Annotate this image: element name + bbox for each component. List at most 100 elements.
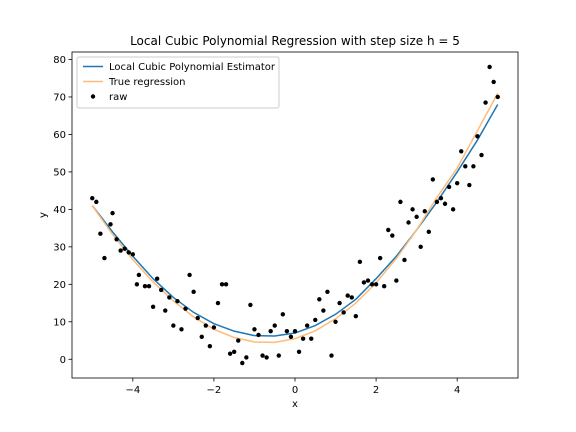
legend-label: raw [109, 92, 127, 103]
raw-point [463, 164, 468, 169]
raw-point [136, 272, 142, 278]
raw-point [252, 327, 257, 332]
raw-point [491, 79, 496, 85]
raw-point [317, 297, 322, 302]
x-axis-ticks: −4 −2 0 2 4 [125, 378, 460, 396]
raw-point [353, 313, 359, 319]
raw-point [479, 152, 484, 158]
raw-point [110, 210, 115, 216]
chart-title: Local Cubic Polynomial Regression with s… [130, 34, 460, 48]
raw-point [402, 257, 407, 263]
raw-point [187, 272, 192, 278]
raw-point [442, 201, 448, 206]
y-tick-label: 80 [53, 55, 66, 66]
raw-point [459, 149, 464, 154]
raw-point [296, 349, 302, 354]
x-tick-label: 2 [373, 385, 379, 396]
y-tick-label: 0 [60, 355, 66, 366]
raw-point [179, 327, 184, 332]
raw-point [414, 214, 419, 220]
raw-point [126, 250, 131, 255]
x-tick-label: 0 [292, 385, 298, 396]
raw-point [159, 287, 164, 293]
raw-point [438, 195, 444, 201]
raw-point [98, 231, 103, 236]
raw-point [467, 182, 472, 188]
raw-point [122, 246, 127, 251]
y-tick-label: 20 [53, 280, 66, 291]
raw-point [256, 332, 261, 338]
y-axis-label: y [38, 212, 49, 218]
raw-point [163, 308, 168, 313]
raw-point [309, 336, 314, 341]
raw-point [207, 343, 213, 349]
raw-point [211, 325, 217, 330]
raw-point [446, 184, 452, 190]
raw-point [134, 282, 140, 287]
raw-point [175, 298, 180, 304]
raw-point [471, 164, 476, 169]
raw-point [382, 283, 387, 289]
raw-point [244, 355, 249, 360]
raw-point [227, 351, 233, 356]
raw-point [450, 207, 456, 212]
legend-swatch-marker [90, 94, 96, 99]
raw-point [321, 308, 326, 313]
raw-point [195, 315, 200, 321]
raw-point [231, 349, 237, 354]
raw-point [167, 295, 172, 300]
y-axis-ticks: 0 10 20 30 40 50 60 70 80 [53, 55, 72, 366]
legend-label: Local Cubic Polynomial Estimator [109, 62, 276, 73]
raw-point [377, 255, 383, 261]
raw-point [219, 282, 225, 287]
raw-point [150, 304, 156, 310]
raw-point [94, 199, 99, 205]
raw-point [487, 64, 492, 70]
raw-point [304, 323, 310, 328]
legend-label: True regression [108, 77, 186, 88]
x-tick-label: −2 [207, 385, 222, 396]
raw-point [394, 278, 399, 283]
raw-point [260, 353, 265, 358]
raw-point [349, 295, 354, 300]
raw-point [276, 353, 281, 358]
y-tick-label: 70 [53, 92, 66, 103]
y-tick-label: 10 [53, 317, 66, 328]
raw-point [280, 312, 286, 317]
raw-point [236, 338, 241, 343]
y-tick-label: 60 [53, 130, 66, 141]
raw-point [341, 310, 346, 315]
raw-point [475, 134, 480, 139]
raw-point [90, 195, 95, 201]
raw-point [430, 177, 436, 182]
raw-point [329, 353, 334, 358]
raw-point [313, 317, 318, 323]
raw-point [292, 328, 298, 334]
y-tick-label: 30 [53, 242, 66, 253]
y-tick-label: 40 [53, 205, 66, 216]
raw-point [203, 323, 208, 328]
raw-point [386, 227, 391, 233]
raw-point [333, 319, 338, 324]
x-tick-label: −4 [125, 385, 140, 396]
legend-box [76, 56, 280, 109]
raw-point [114, 237, 119, 242]
raw-point [248, 302, 253, 308]
raw-point [300, 336, 306, 341]
raw-point [369, 282, 375, 287]
raw-point [337, 300, 342, 306]
raw-point [183, 306, 188, 311]
raw-point [361, 280, 367, 285]
series-layer [90, 64, 500, 366]
raw-point [199, 334, 204, 339]
raw-point [171, 323, 176, 328]
y-tick-label: 50 [53, 167, 66, 178]
x-axis-label: x [292, 399, 298, 410]
raw-point [357, 259, 363, 265]
raw-point [434, 199, 440, 205]
raw-point [365, 278, 371, 283]
raw-point [108, 222, 113, 227]
raw-point [345, 293, 350, 298]
raw-point [146, 283, 152, 289]
